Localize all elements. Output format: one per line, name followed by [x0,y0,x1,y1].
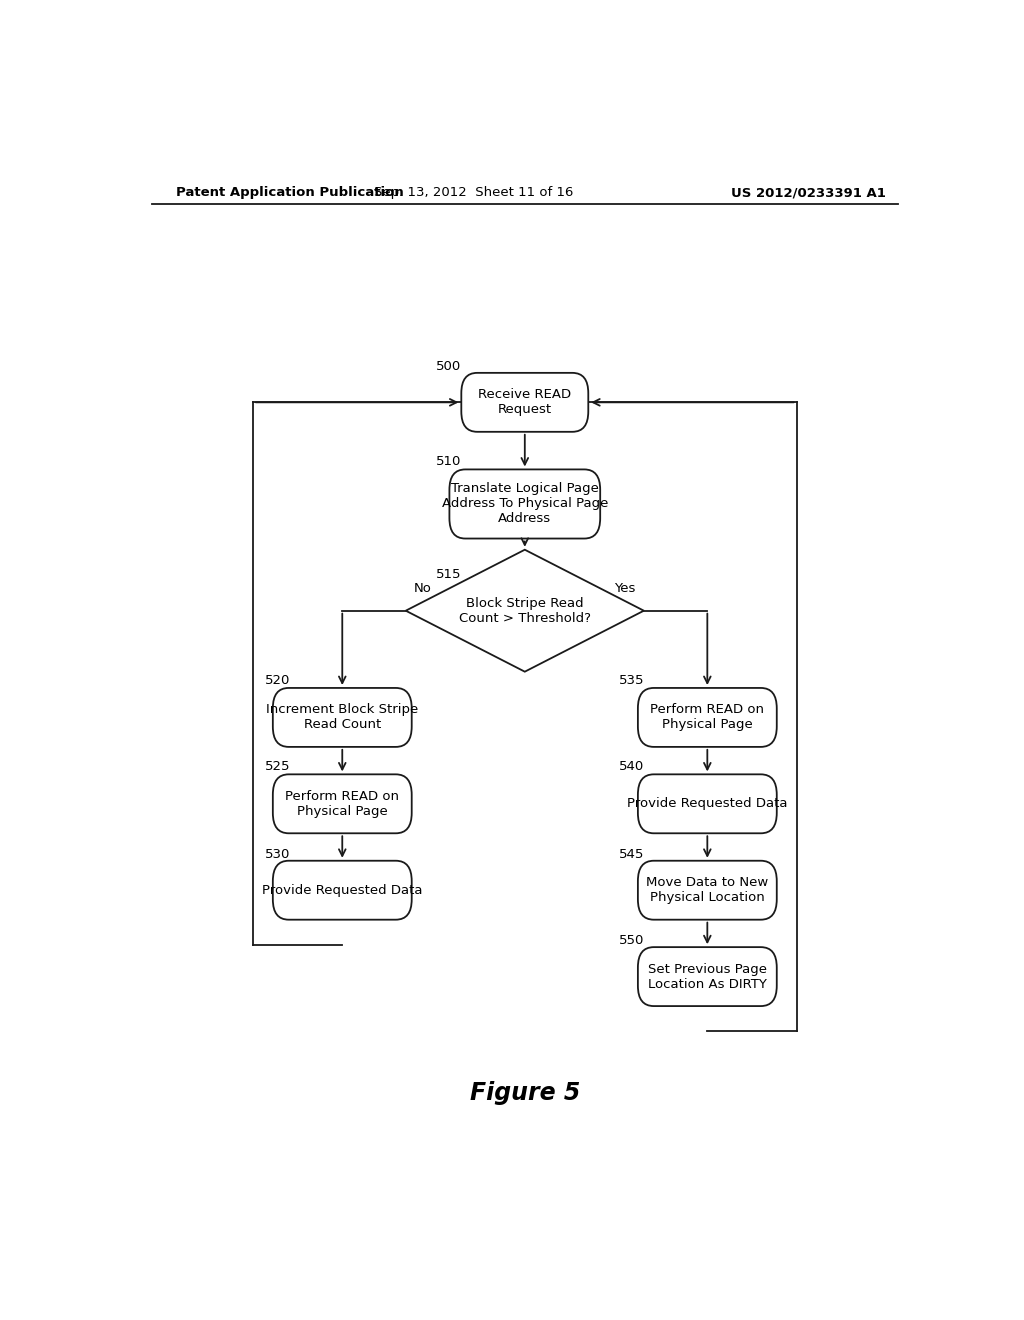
Text: Perform READ on
Physical Page: Perform READ on Physical Page [650,704,764,731]
Text: No: No [414,582,431,595]
Text: Set Previous Page
Location As DIRTY: Set Previous Page Location As DIRTY [648,962,767,990]
Text: Block Stripe Read
Count > Threshold?: Block Stripe Read Count > Threshold? [459,597,591,624]
Text: Provide Requested Data: Provide Requested Data [262,883,423,896]
Text: 515: 515 [436,568,462,581]
Text: Receive READ
Request: Receive READ Request [478,388,571,416]
Text: 530: 530 [264,847,290,861]
Text: Figure 5: Figure 5 [470,1081,580,1105]
FancyBboxPatch shape [450,470,600,539]
Text: Increment Block Stripe
Read Count: Increment Block Stripe Read Count [266,704,419,731]
FancyBboxPatch shape [638,688,777,747]
Text: 540: 540 [618,760,644,774]
Text: Provide Requested Data: Provide Requested Data [627,797,787,810]
Polygon shape [406,549,644,672]
FancyBboxPatch shape [272,861,412,920]
FancyBboxPatch shape [638,775,777,833]
Text: 510: 510 [436,455,461,469]
Text: Move Data to New
Physical Location: Move Data to New Physical Location [646,876,768,904]
Text: 545: 545 [618,847,644,861]
Text: 550: 550 [618,935,644,948]
Text: 500: 500 [436,360,461,372]
FancyBboxPatch shape [638,861,777,920]
Text: Translate Logical Page
Address To Physical Page
Address: Translate Logical Page Address To Physic… [441,483,608,525]
Text: 520: 520 [264,675,290,686]
Text: Yes: Yes [614,582,636,595]
FancyBboxPatch shape [272,688,412,747]
Text: Patent Application Publication: Patent Application Publication [176,186,403,199]
Text: 535: 535 [618,675,644,686]
FancyBboxPatch shape [272,775,412,833]
FancyBboxPatch shape [638,948,777,1006]
Text: 525: 525 [264,760,290,774]
Text: US 2012/0233391 A1: US 2012/0233391 A1 [731,186,886,199]
FancyBboxPatch shape [461,372,588,432]
Text: Sep. 13, 2012  Sheet 11 of 16: Sep. 13, 2012 Sheet 11 of 16 [374,186,572,199]
Text: Perform READ on
Physical Page: Perform READ on Physical Page [286,789,399,818]
